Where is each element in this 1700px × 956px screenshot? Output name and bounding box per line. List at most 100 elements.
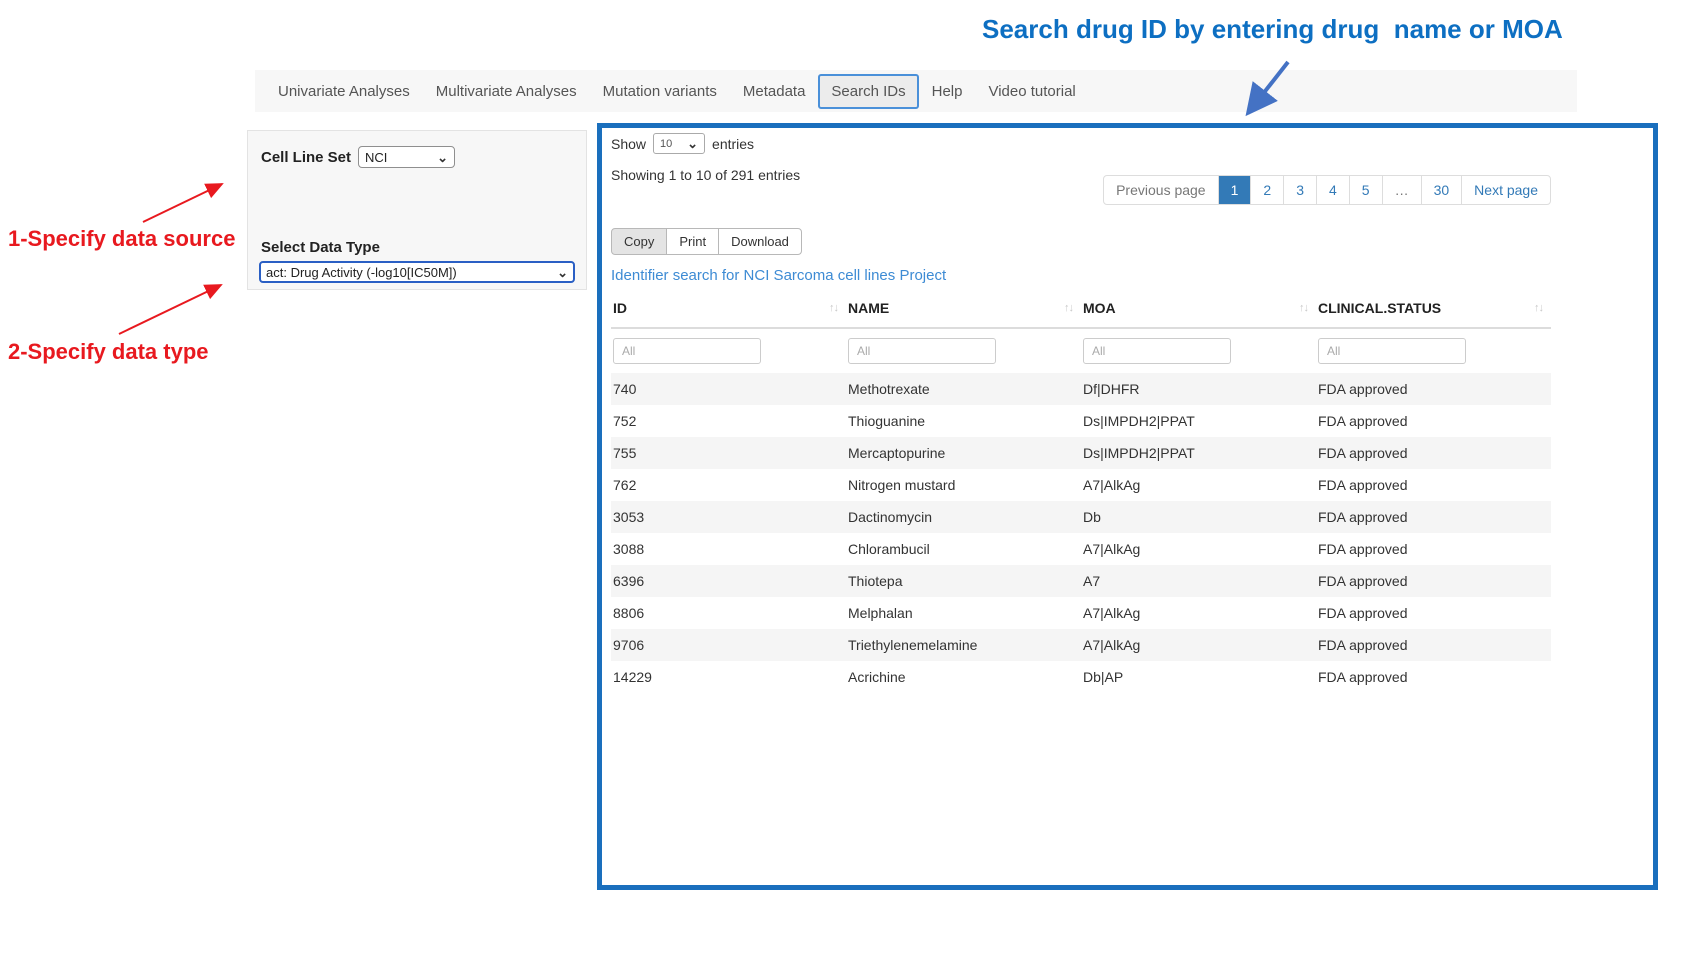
cell-id: 3088 [613, 541, 645, 557]
page-button-2[interactable]: 2 [1250, 176, 1283, 204]
cell-clinical-status: FDA approved [1318, 381, 1408, 397]
table-row[interactable]: 752 Thioguanine Ds|IMPDH2|PPAT FDA approved [611, 405, 1551, 437]
column-header-inner-clinical-status: CLINICAL.STATUS ↑↓ [1318, 300, 1545, 316]
cell-moa: A7|AlkAg [1083, 541, 1141, 557]
cell-moa: Db [1083, 509, 1101, 525]
cell-id: 3053 [613, 509, 645, 525]
cell-id: 752 [613, 413, 637, 429]
table-row[interactable]: 3088 Chlorambucil A7|AlkAg FDA approved [611, 533, 1551, 565]
cell-line-set-value: NCI [365, 149, 388, 165]
previous-page-button[interactable]: Previous page [1116, 182, 1206, 198]
export-button-group: Copy Print Download [611, 228, 802, 255]
sort-icon[interactable]: ↑↓ [1534, 302, 1544, 314]
page-button-5[interactable]: 5 [1348, 176, 1382, 204]
annotation-search-note: Search drug ID by entering drug name or … [982, 14, 1563, 44]
column-label: MOA [1083, 300, 1116, 316]
results-table: ID ↑↓ NAME ↑↓ MOA ↑↓ CLINICAL.STATUS ↑↓ 740 Meth… [611, 289, 1551, 693]
tab-multivariate-analyses[interactable]: Multivariate Analyses [435, 82, 577, 100]
cell-line-set-select[interactable]: NCI ⌄ [358, 146, 456, 168]
table-row[interactable]: 8806 Melphalan A7|AlkAg FDA approved [611, 597, 1551, 629]
tab-search-ids[interactable]: Search IDs [818, 73, 919, 109]
entries-label: entries [712, 135, 755, 152]
table-filter-row [611, 328, 1551, 373]
filter-input-name[interactable] [848, 338, 996, 364]
cell-moa: Ds|IMPDH2|PPAT [1083, 445, 1195, 461]
cell-clinical-status: FDA approved [1318, 669, 1408, 685]
cell-moa: A7 [1083, 573, 1101, 589]
page-ellipsis: … [1381, 176, 1421, 204]
table-row[interactable]: 740 Methotrexate Df|DHFR FDA approved [611, 373, 1551, 405]
red-arrow-2-icon [118, 284, 223, 335]
cell-clinical-status: FDA approved [1318, 413, 1408, 429]
cell-name: Mercaptopurine [848, 445, 946, 461]
show-entries-select[interactable]: 10 ⌄ [653, 133, 706, 154]
page-button-1[interactable]: 1 [1217, 176, 1251, 204]
tab-metadata[interactable]: Metadata [742, 82, 806, 100]
page-button-30[interactable]: 30 [1420, 176, 1462, 204]
table-header-row: ID ↑↓ NAME ↑↓ MOA ↑↓ CLINICAL.STATUS ↑↓ [611, 289, 1551, 329]
table-row[interactable]: 3053 Dactinomycin Db FDA approved [611, 501, 1551, 533]
results-panel: Show 10 ⌄ entries Showing 1 to 10 of 291… [597, 123, 1658, 890]
cell-moa: Ds|IMPDH2|PPAT [1083, 413, 1195, 429]
next-page-button[interactable]: Next page [1461, 176, 1550, 204]
column-header-clinical-status[interactable]: CLINICAL.STATUS ↑↓ [1316, 289, 1551, 329]
column-header-name[interactable]: NAME ↑↓ [846, 289, 1081, 329]
tab-mutation-variants[interactable]: Mutation variants [602, 82, 717, 100]
column-label: NAME [848, 300, 890, 316]
results-table-wrap: ID ↑↓ NAME ↑↓ MOA ↑↓ CLINICAL.STATUS ↑↓ 740 Meth… [611, 289, 1551, 693]
cell-id: 762 [613, 477, 637, 493]
cell-moa: Df|DHFR [1083, 381, 1140, 397]
cell-name: Acrichine [848, 669, 906, 685]
filter-input-moa[interactable] [1083, 338, 1231, 364]
chevron-down-icon: ⌄ [687, 136, 699, 151]
column-header-id[interactable]: ID ↑↓ [611, 289, 846, 329]
identifier-search-link[interactable]: Identifier search for NCI Sarcoma cell l… [611, 267, 947, 284]
print-button[interactable]: Print [666, 228, 720, 255]
table-row[interactable]: 14229 Acrichine Db|AP FDA approved [611, 661, 1551, 693]
pagination: Previous page 1 2 3 4 5… 30 Next page [1103, 175, 1551, 205]
filter-cell-id [611, 328, 846, 373]
tab-help[interactable]: Help [931, 82, 963, 100]
cell-clinical-status: FDA approved [1318, 445, 1408, 461]
table-row[interactable]: 9706 Triethylenemelamine A7|AlkAg FDA appro… [611, 629, 1551, 661]
cell-clinical-status: FDA approved [1318, 509, 1408, 525]
page-button-4[interactable]: 4 [1316, 176, 1349, 204]
cell-name: Methotrexate [848, 381, 930, 397]
cell-name: Thiotepa [848, 573, 903, 589]
sort-icon[interactable]: ↑↓ [1299, 302, 1309, 314]
cell-clinical-status: FDA approved [1318, 477, 1408, 493]
annotation-specify-data-type: 2-Specify data type [8, 339, 209, 364]
tab-video-tutorial[interactable]: Video tutorial [988, 82, 1076, 100]
page-button-3[interactable]: 3 [1283, 176, 1316, 204]
chevron-down-icon: ⌄ [557, 264, 568, 280]
table-row[interactable]: 6396 Thiotepa A7 FDA approved [611, 565, 1551, 597]
filter-input-clinical-status[interactable] [1318, 338, 1466, 364]
data-type-select[interactable]: act: Drug Activity (-log10[IC50M]) ⌄ [259, 261, 575, 283]
column-header-moa[interactable]: MOA ↑↓ [1081, 289, 1316, 329]
cell-id: 6396 [613, 573, 645, 589]
annotation-specify-data-source: 1-Specify data source [8, 226, 236, 251]
table-row[interactable]: 762 Nitrogen mustard A7|AlkAg FDA approved [611, 469, 1551, 501]
download-button[interactable]: Download [718, 228, 802, 255]
copy-button[interactable]: Copy [611, 228, 668, 255]
tab-univariate-analyses[interactable]: Univariate Analyses [278, 82, 410, 100]
cell-moa: Db|AP [1083, 669, 1124, 685]
filter-input-id[interactable] [613, 338, 761, 364]
show-entries-row: Show 10 ⌄ entries [611, 133, 754, 154]
table-row[interactable]: 755 Mercaptopurine Ds|IMPDH2|PPAT FDA appro… [611, 437, 1551, 469]
filter-cell-moa [1081, 328, 1316, 373]
sort-icon[interactable]: ↑↓ [1064, 302, 1074, 314]
cell-name: Dactinomycin [848, 509, 933, 525]
column-label: CLINICAL.STATUS [1318, 300, 1442, 316]
cell-moa: A7|AlkAg [1083, 637, 1141, 653]
show-entries-value: 10 [660, 137, 673, 150]
sort-icon[interactable]: ↑↓ [829, 302, 839, 314]
sidebar-panel: Cell Line Set NCI ⌄ Select Data Type act… [247, 130, 587, 290]
cell-id: 14229 [613, 669, 652, 685]
cell-moa: A7|AlkAg [1083, 605, 1141, 621]
navbar: Univariate Analyses Multivariate Analyses… [255, 70, 1577, 112]
cell-line-set-row: Cell Line Set NCI ⌄ [261, 146, 456, 168]
data-type-value: act: Drug Activity (-log10[IC50M]) [266, 264, 457, 280]
column-header-inner-moa: MOA ↑↓ [1083, 300, 1310, 316]
